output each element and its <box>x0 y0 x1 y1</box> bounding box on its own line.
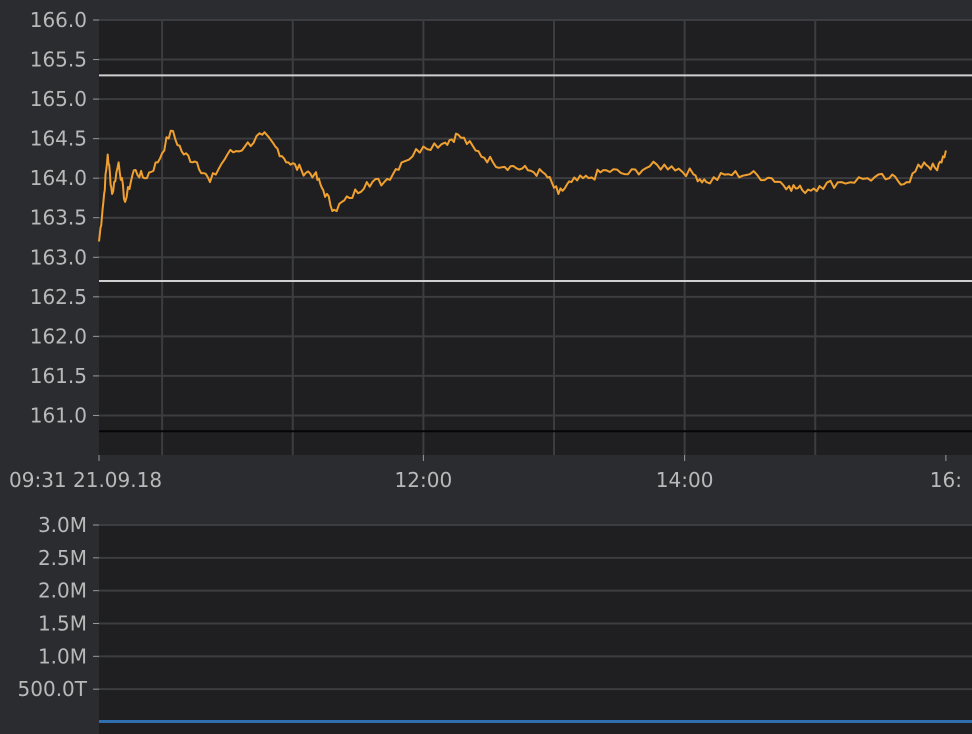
x-tick-label: 09:31 21.09.18 <box>9 468 162 492</box>
price-y-tick-label: 163.0 <box>30 245 87 269</box>
volume-bars <box>99 720 972 723</box>
volume-y-tick-label: 1.0M <box>38 644 87 668</box>
volume-y-tick-label: 1.5M <box>38 612 87 636</box>
price-y-tick-label: 166.0 <box>30 8 87 32</box>
volume-plot-area <box>99 525 972 734</box>
volume-grid <box>99 524 972 691</box>
price-y-axis: 166.0 165.5 165.0 164.5 164.0 163.5 163.0 162.5… <box>30 8 99 427</box>
price-y-tick-label: 164.5 <box>30 127 87 151</box>
price-reference-lines <box>99 74 972 433</box>
x-tick-label: 14:00 <box>656 468 714 492</box>
price-plot-area <box>99 20 972 455</box>
price-grid <box>99 19 972 455</box>
price-y-tick-label: 162.0 <box>30 324 87 348</box>
price-y-tick-label: 161.5 <box>30 364 87 388</box>
price-y-tick-label: 163.5 <box>30 206 87 230</box>
price-y-tick-label: 161.0 <box>30 403 87 427</box>
time-x-axis: 09:31 21.09.18 12:00 14:00 16: <box>9 455 962 492</box>
price-y-tick-label: 165.5 <box>30 48 87 72</box>
price-line-series <box>98 129 947 242</box>
x-tick-label: 16: <box>930 468 962 492</box>
x-tick-label: 12:00 <box>395 468 453 492</box>
price-y-tick-label: 165.0 <box>30 87 87 111</box>
volume-y-tick-label: 3.0M <box>38 513 87 537</box>
price-y-tick-label: 164.0 <box>30 166 87 190</box>
volume-y-tick-label: 2.0M <box>38 579 87 603</box>
volume-y-tick-label: 500.0T <box>18 677 88 701</box>
volume-y-axis: 3.0M 2.5M 2.0M 1.5M 1.0M 500.0T <box>18 513 99 701</box>
volume-y-tick-label: 2.5M <box>38 546 87 570</box>
price-y-tick-label: 162.5 <box>30 285 87 309</box>
